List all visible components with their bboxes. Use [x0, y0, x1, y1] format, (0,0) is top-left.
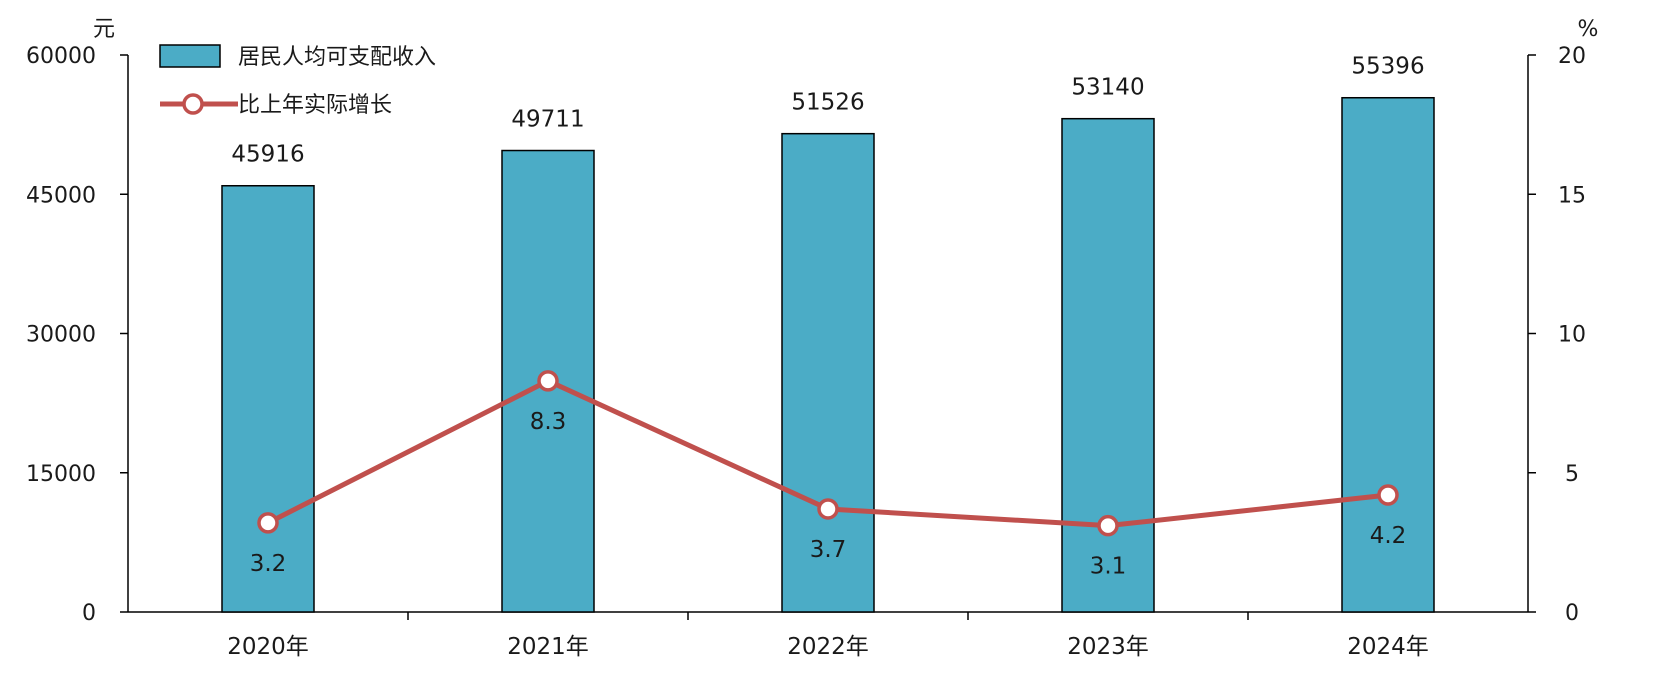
- right-tick-label: 15: [1558, 183, 1586, 208]
- left-tick-label: 15000: [26, 462, 96, 487]
- line-point: [1377, 484, 1399, 506]
- line-value-label: 3.7: [810, 537, 847, 563]
- line-point: [537, 370, 559, 392]
- left-tick-label: 60000: [26, 44, 96, 69]
- line-series: [257, 370, 1399, 537]
- right-tick-label: 20: [1558, 44, 1586, 69]
- bar-value-label: 53140: [1071, 75, 1144, 101]
- line-point: [257, 512, 279, 534]
- x-tick-label: 2020年: [227, 634, 309, 660]
- legend: 居民人均可支配收入 比上年实际增长: [159, 44, 436, 118]
- line-value-label: 3.2: [250, 551, 287, 577]
- x-tick-label: 2024年: [1347, 634, 1429, 660]
- bar: [1061, 117, 1155, 613]
- axes: 0 15000 30000 45000 60000 0 5 10 15 20 2020年 2021年 2…: [26, 44, 1586, 660]
- left-tick-label: 45000: [26, 183, 96, 208]
- x-tick-label: 2023年: [1067, 634, 1149, 660]
- line-point: [817, 498, 839, 520]
- bar-value-label: 49711: [511, 107, 584, 133]
- bar-value-label: 51526: [791, 90, 864, 116]
- left-axis-unit: 元: [93, 17, 115, 42]
- left-tick-label: 0: [82, 601, 96, 626]
- line-value-label: 3.1: [1090, 554, 1127, 580]
- x-tick-label: 2022年: [787, 634, 869, 660]
- bar-series: [221, 96, 1435, 613]
- legend-line-label: 比上年实际增长: [238, 93, 392, 118]
- legend-bar-swatch: [159, 44, 221, 68]
- right-axis-unit: %: [1578, 17, 1599, 42]
- right-tick-label: 5: [1565, 462, 1579, 487]
- right-tick-label: 0: [1565, 601, 1579, 626]
- line-value-label: 8.3: [530, 409, 567, 435]
- bar: [1341, 96, 1435, 613]
- left-tick-label: 30000: [26, 323, 96, 348]
- line-point: [1097, 514, 1119, 537]
- x-tick-label: 2021年: [507, 634, 589, 660]
- data-labels: 45916 49711 51526 53140 55396 3.2 8.3 3.7 3.1 4.2: [231, 54, 1424, 580]
- legend-bar-label: 居民人均可支配收入: [238, 45, 436, 70]
- right-tick-label: 10: [1558, 323, 1586, 348]
- bar: [781, 132, 875, 613]
- legend-line-marker: [182, 93, 204, 115]
- bar-value-label: 55396: [1351, 54, 1424, 80]
- bar: [221, 184, 315, 613]
- bar-value-label: 45916: [231, 142, 304, 168]
- line-value-label: 4.2: [1370, 523, 1407, 549]
